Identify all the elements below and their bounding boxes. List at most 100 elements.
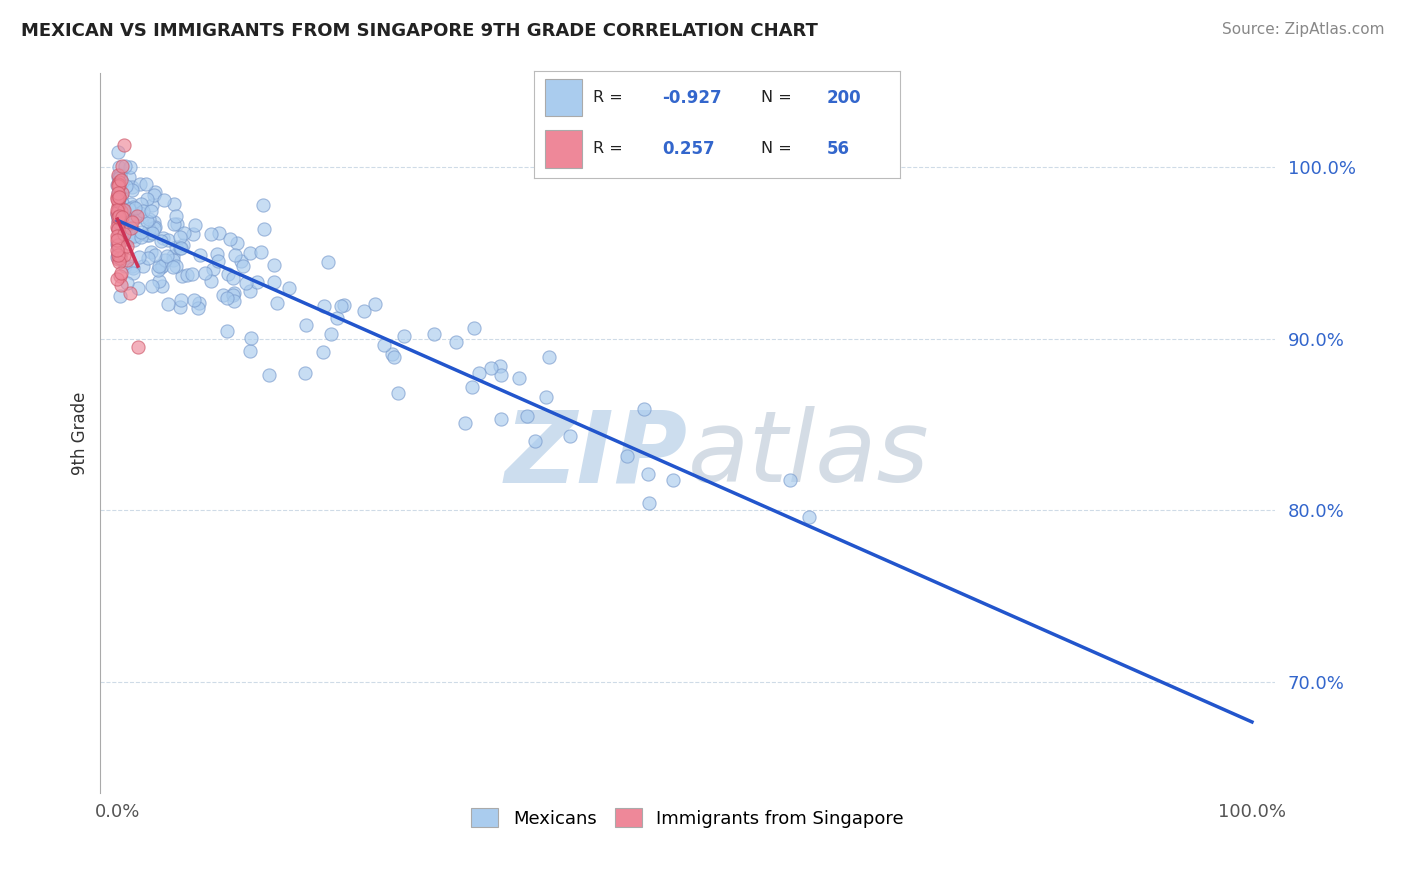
- Text: -0.927: -0.927: [662, 88, 721, 106]
- Point: [263, 276, 285, 290]
- Point: [277, 280, 299, 294]
- Point: [129, 230, 152, 244]
- Point: [114, 207, 136, 221]
- Point: [107, 210, 129, 224]
- Point: [121, 183, 143, 197]
- Point: [107, 190, 129, 204]
- Point: [215, 325, 238, 339]
- Point: [107, 168, 129, 182]
- Point: [107, 210, 129, 224]
- Point: [330, 299, 353, 313]
- Point: [524, 434, 547, 449]
- Point: [516, 409, 538, 423]
- Point: [468, 366, 491, 380]
- Point: [218, 232, 240, 246]
- Text: 56: 56: [827, 140, 849, 158]
- Point: [257, 368, 280, 383]
- Point: [107, 233, 129, 247]
- Point: [110, 221, 132, 235]
- Point: [508, 370, 530, 384]
- Point: [181, 267, 204, 281]
- Point: [114, 224, 136, 238]
- Point: [162, 252, 184, 267]
- Text: Source: ZipAtlas.com: Source: ZipAtlas.com: [1222, 22, 1385, 37]
- Point: [115, 276, 138, 290]
- Point: [107, 145, 129, 160]
- Point: [105, 236, 128, 251]
- Text: MEXICAN VS IMMIGRANTS FROM SINGAPORE 9TH GRADE CORRELATION CHART: MEXICAN VS IMMIGRANTS FROM SINGAPORE 9TH…: [21, 22, 818, 40]
- Point: [108, 225, 131, 239]
- Point: [145, 248, 167, 262]
- Point: [120, 214, 142, 228]
- Point: [381, 347, 404, 361]
- Point: [217, 291, 239, 305]
- Point: [454, 417, 477, 431]
- Point: [143, 185, 166, 199]
- Point: [110, 266, 132, 280]
- Point: [118, 160, 141, 174]
- Point: [489, 412, 512, 426]
- Point: [108, 190, 131, 204]
- Point: [176, 268, 198, 282]
- Point: [114, 159, 136, 173]
- Point: [108, 178, 131, 193]
- Point: [222, 293, 245, 308]
- Point: [114, 259, 136, 273]
- Point: [107, 193, 129, 207]
- Point: [266, 295, 288, 310]
- Text: R =: R =: [593, 142, 623, 156]
- Point: [208, 226, 231, 240]
- Point: [122, 261, 145, 276]
- Point: [217, 267, 239, 281]
- Point: [253, 222, 276, 236]
- Point: [246, 275, 269, 289]
- Point: [108, 252, 131, 266]
- Point: [117, 169, 139, 184]
- Point: [138, 227, 160, 242]
- Point: [489, 359, 512, 373]
- Bar: [546, 78, 582, 116]
- Point: [312, 345, 335, 359]
- Point: [112, 202, 135, 217]
- Point: [107, 238, 129, 252]
- Point: [122, 200, 145, 214]
- Point: [127, 228, 149, 243]
- Point: [107, 207, 129, 221]
- Point: [312, 299, 335, 313]
- Point: [110, 168, 132, 182]
- Point: [141, 244, 163, 259]
- Point: [128, 177, 150, 191]
- Point: [120, 202, 142, 216]
- Point: [169, 301, 191, 315]
- Point: [143, 215, 166, 229]
- Point: [148, 259, 170, 273]
- Point: [163, 217, 186, 231]
- Point: [169, 242, 191, 256]
- Point: [152, 231, 174, 245]
- Point: [633, 402, 655, 417]
- Point: [252, 197, 274, 211]
- Point: [110, 203, 132, 218]
- Point: [263, 258, 285, 272]
- Point: [112, 227, 135, 241]
- Point: [187, 301, 209, 315]
- Point: [163, 196, 186, 211]
- Point: [110, 173, 132, 187]
- Point: [232, 259, 254, 273]
- Point: [107, 222, 129, 236]
- Point: [115, 253, 138, 268]
- Point: [107, 211, 129, 226]
- Point: [200, 274, 222, 288]
- Point: [121, 179, 143, 194]
- Point: [188, 248, 211, 262]
- Point: [111, 219, 134, 234]
- Point: [325, 311, 347, 326]
- Point: [239, 285, 262, 299]
- Point: [333, 298, 356, 312]
- Point: [132, 259, 155, 273]
- Point: [107, 245, 129, 260]
- Point: [384, 350, 406, 364]
- Point: [107, 199, 129, 213]
- Point: [150, 279, 173, 293]
- Text: ZIP: ZIP: [505, 406, 688, 503]
